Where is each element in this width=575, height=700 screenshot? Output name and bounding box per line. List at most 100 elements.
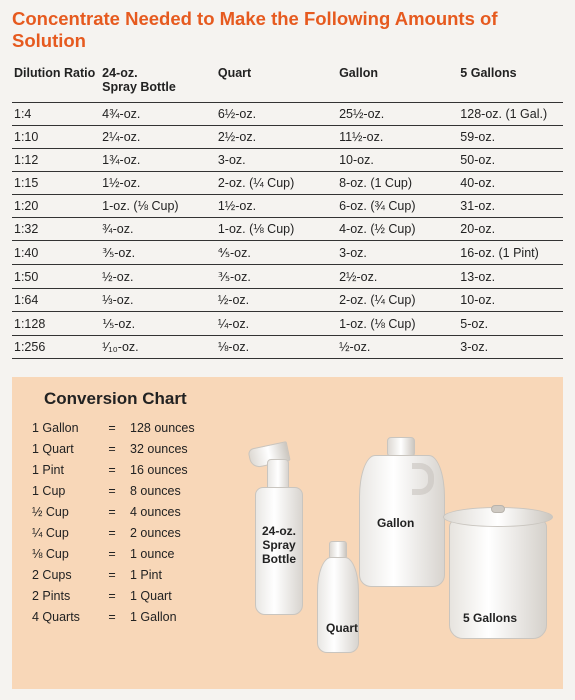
table-cell: 2-oz. (¼ Cup) — [337, 289, 458, 312]
table-cell: 1½-oz. — [216, 195, 337, 218]
table-cell: 2½-oz. — [337, 265, 458, 289]
table-cell: 1¾-oz. — [100, 149, 216, 172]
table-cell: 2¼-oz. — [100, 126, 216, 149]
conv-value: 1 Pint — [124, 564, 201, 585]
table-cell: 6-oz. (¾ Cup) — [337, 195, 458, 218]
table-cell: 128-oz. (1 Gal.) — [458, 103, 563, 126]
spray-bottle-label: 24-oz.SprayBottle — [257, 525, 301, 566]
table-row: 1:64⅓-oz.½-oz.2-oz. (¼ Cup)10-oz. — [12, 289, 563, 312]
table-cell: ⅛-oz. — [216, 336, 337, 359]
table-row: ¼ Cup=2 ounces — [26, 522, 201, 543]
table-cell: ¾-oz. — [100, 218, 216, 241]
conv-unit: 1 Quart — [26, 438, 100, 459]
table-cell: 5-oz. — [458, 312, 563, 336]
page-title: Concentrate Needed to Make the Following… — [12, 8, 563, 52]
conversion-title: Conversion Chart — [44, 389, 549, 409]
table-cell: ⅗-oz. — [100, 241, 216, 265]
table-cell: 1:20 — [12, 195, 100, 218]
conv-value: 1 Gallon — [124, 606, 201, 627]
table-row: ⅛ Cup=1 ounce — [26, 543, 201, 564]
conv-eq: = — [100, 606, 124, 627]
table-row: 1:128⅕-oz.¼-oz.1-oz. (⅛ Cup)5-oz. — [12, 312, 563, 336]
table-row: 1:40⅗-oz.⅘-oz.3-oz.16-oz. (1 Pint) — [12, 241, 563, 265]
conv-value: 16 ounces — [124, 459, 201, 480]
table-cell: 1-oz. (⅛ Cup) — [337, 312, 458, 336]
table-cell: ⅓-oz. — [100, 289, 216, 312]
table-cell: 4-oz. (½ Cup) — [337, 218, 458, 241]
conv-value: 4 ounces — [124, 501, 201, 522]
conv-eq: = — [100, 585, 124, 606]
table-cell: ¼-oz. — [216, 312, 337, 336]
table-cell: 50-oz. — [458, 149, 563, 172]
conv-unit: 1 Cup — [26, 480, 100, 501]
table-cell: 4¾-oz. — [100, 103, 216, 126]
table-cell: ⅘-oz. — [216, 241, 337, 265]
conv-eq: = — [100, 501, 124, 522]
table-cell: 3-oz. — [458, 336, 563, 359]
table-cell: 1:15 — [12, 172, 100, 195]
bucket-knob — [491, 505, 505, 513]
table-cell: 1:50 — [12, 265, 100, 289]
table-cell: 11½-oz. — [337, 126, 458, 149]
table-row: 1 Gallon=128 ounces — [26, 417, 201, 438]
gallon-jug-cap — [387, 437, 415, 457]
table-cell: 1:256 — [12, 336, 100, 359]
quart-bottle-label: Quart — [326, 622, 358, 636]
table-cell: 8-oz. (1 Cup) — [337, 172, 458, 195]
col-header-ratio: Dilution Ratio — [12, 62, 100, 103]
conv-value: 32 ounces — [124, 438, 201, 459]
col-header-gallon: Gallon — [337, 62, 458, 103]
table-cell: 1:64 — [12, 289, 100, 312]
table-cell: 6½-oz. — [216, 103, 337, 126]
conv-eq: = — [100, 543, 124, 564]
table-cell: ⅕-oz. — [100, 312, 216, 336]
conv-value: 128 ounces — [124, 417, 201, 438]
gallon-jug-label: Gallon — [377, 517, 414, 531]
table-cell: ¹⁄₁₀-oz. — [100, 336, 216, 359]
conv-eq: = — [100, 417, 124, 438]
table-cell: 10-oz. — [458, 289, 563, 312]
col-header-quart: Quart — [216, 62, 337, 103]
table-cell: ⅗-oz. — [216, 265, 337, 289]
conv-value: 8 ounces — [124, 480, 201, 501]
dilution-header-row: Dilution Ratio 24-oz.Spray Bottle Quart … — [12, 62, 563, 103]
table-cell: 1-oz. (⅛ Cup) — [100, 195, 216, 218]
conv-eq: = — [100, 459, 124, 480]
bucket-label: 5 Gallons — [463, 612, 517, 626]
table-cell: 1:4 — [12, 103, 100, 126]
table-row: 1:50½-oz.⅗-oz.2½-oz.13-oz. — [12, 265, 563, 289]
table-row: 1 Quart=32 ounces — [26, 438, 201, 459]
conversion-panel: Conversion Chart 1 Gallon=128 ounces1 Qu… — [12, 377, 563, 689]
table-row: 4 Quarts=1 Gallon — [26, 606, 201, 627]
table-cell: 2-oz. (¼ Cup) — [216, 172, 337, 195]
table-cell: 3-oz. — [337, 241, 458, 265]
table-row: 1 Cup=8 ounces — [26, 480, 201, 501]
table-cell: 1:12 — [12, 149, 100, 172]
table-cell: 1:128 — [12, 312, 100, 336]
table-cell: 1:32 — [12, 218, 100, 241]
table-cell: 20-oz. — [458, 218, 563, 241]
conv-unit: 1 Gallon — [26, 417, 100, 438]
table-cell: 3-oz. — [216, 149, 337, 172]
conv-unit: ⅛ Cup — [26, 543, 100, 564]
spray-bottle-neck — [267, 459, 289, 489]
table-row: 1:256¹⁄₁₀-oz.⅛-oz.½-oz.3-oz. — [12, 336, 563, 359]
quart-bottle-body — [317, 557, 359, 653]
table-cell: 1-oz. (⅛ Cup) — [216, 218, 337, 241]
table-row: 1:121¾-oz.3-oz.10-oz.50-oz. — [12, 149, 563, 172]
table-row: ½ Cup=4 ounces — [26, 501, 201, 522]
conv-value: 2 ounces — [124, 522, 201, 543]
conv-unit: ½ Cup — [26, 501, 100, 522]
conv-eq: = — [100, 480, 124, 501]
table-cell: 13-oz. — [458, 265, 563, 289]
conv-eq: = — [100, 522, 124, 543]
table-cell: 1:10 — [12, 126, 100, 149]
dilution-table: Dilution Ratio 24-oz.Spray Bottle Quart … — [12, 62, 563, 359]
table-cell: 59-oz. — [458, 126, 563, 149]
table-cell: 10-oz. — [337, 149, 458, 172]
table-cell: 1½-oz. — [100, 172, 216, 195]
table-cell: ½-oz. — [100, 265, 216, 289]
table-row: 1:44¾-oz.6½-oz.25½-oz.128-oz. (1 Gal.) — [12, 103, 563, 126]
col-header-24oz: 24-oz.Spray Bottle — [100, 62, 216, 103]
table-row: 1:201-oz. (⅛ Cup)1½-oz.6-oz. (¾ Cup)31-o… — [12, 195, 563, 218]
